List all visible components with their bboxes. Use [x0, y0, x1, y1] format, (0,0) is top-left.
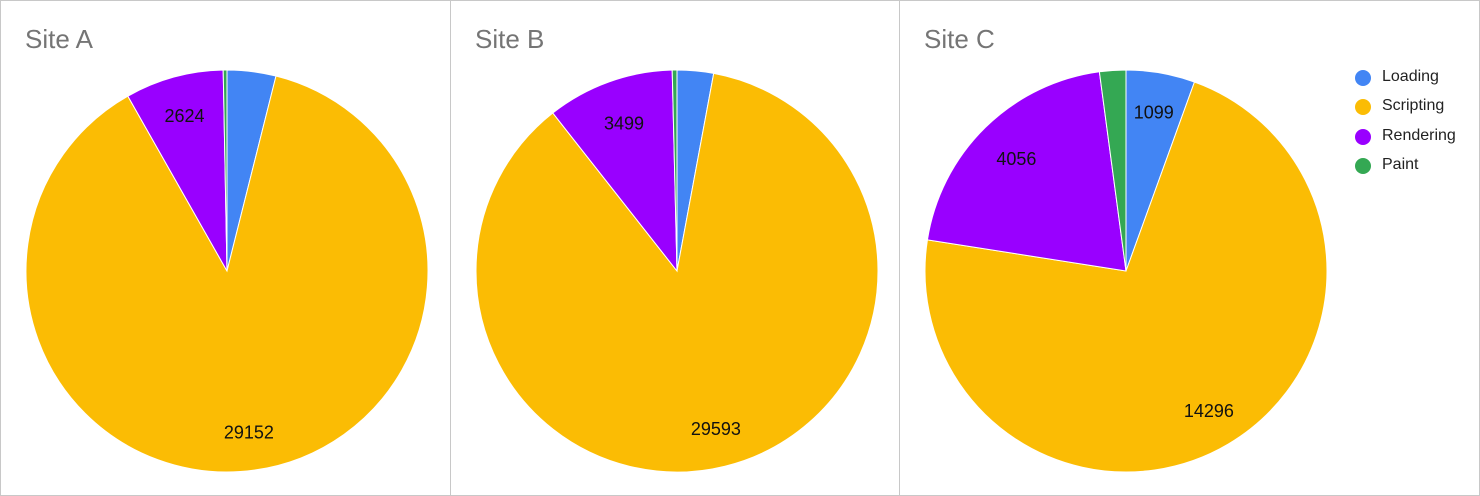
legend-swatch-paint [1355, 157, 1371, 174]
site-c-data-label-scripting: 14296 [1184, 401, 1234, 421]
legend-swatch-rendering [1355, 128, 1371, 145]
site-b-data-label-scripting: 29593 [691, 419, 741, 439]
site-b-title: Site B [475, 24, 545, 54]
site-b-pie-chart: 29593 3499 [475, 69, 879, 473]
site-a-slice-rendering[interactable] [127, 69, 228, 272]
legend-label: Rendering [1382, 126, 1456, 144]
legend-swatch-scripting [1355, 99, 1371, 116]
site-a-slice-scripting[interactable] [25, 75, 429, 473]
site-a-title: Site A [25, 24, 93, 54]
site-a-panel: Site A 29152 2624 [0, 0, 451, 496]
site-c-data-label-rendering: 4056 [996, 149, 1036, 169]
site-a-data-label-rendering: 2624 [164, 106, 204, 126]
legend-label: Loading [1382, 68, 1439, 85]
site-c-panel: Site C 1099 14296 4056 Loading Scripting R… [899, 0, 1480, 496]
site-c-pie-chart: 1099 14296 4056 [924, 69, 1328, 473]
site-b-slice-paint[interactable] [671, 69, 678, 272]
site-b-panel: Site B 29593 3499 [450, 0, 900, 496]
legend-label: Paint [1382, 155, 1419, 173]
site-c-data-label-loading: 1099 [1134, 103, 1174, 123]
site-a-data-label-scripting: 29152 [224, 422, 274, 442]
site-b-slice-scripting[interactable] [475, 72, 879, 473]
site-b-slice-rendering[interactable] [552, 69, 678, 273]
legend-swatch-loading [1355, 70, 1371, 86]
site-a-slice-paint[interactable] [222, 69, 228, 272]
site-c-slice-paint[interactable] [1098, 69, 1127, 272]
site-c-title: Site C [924, 24, 995, 54]
site-c-slice-scripting[interactable] [924, 81, 1328, 473]
site-c-slice-rendering[interactable] [926, 71, 1127, 272]
site-a-pie-chart: 29152 2624 [25, 69, 429, 473]
legend-label: Scripting [1382, 97, 1445, 115]
site-b-data-label-rendering: 3499 [604, 113, 644, 133]
